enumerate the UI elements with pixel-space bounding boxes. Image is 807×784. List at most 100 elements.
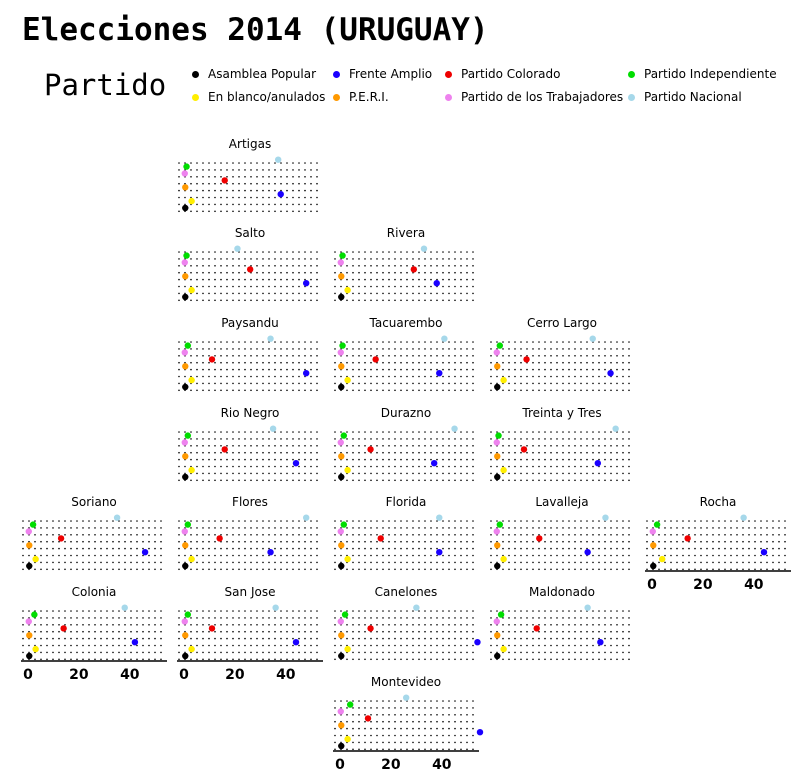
grid-dot: [586, 451, 588, 454]
grid-dot: [184, 341, 186, 343]
grid-dot: [358, 299, 360, 302]
grid-dot: [574, 355, 576, 357]
grid-dot: [232, 617, 234, 619]
grid-dot: [316, 527, 318, 529]
grid-dot: [460, 389, 462, 392]
grid-dot: [610, 368, 612, 371]
grid-dot: [586, 534, 588, 536]
grid-dot: [220, 465, 222, 468]
grid-dot: [262, 265, 264, 267]
data-point: [181, 439, 188, 446]
grid-dot: [520, 445, 522, 447]
grid-dot: [226, 534, 228, 536]
grid-dot: [472, 651, 474, 654]
grid-dot: [760, 554, 762, 557]
grid-dot: [280, 527, 282, 529]
grid-dot: [406, 748, 408, 751]
grid-dot: [604, 389, 606, 392]
grid-dot: [214, 547, 216, 550]
grid-dot: [442, 451, 444, 454]
grid-dot: [460, 361, 462, 364]
grid-dot: [724, 540, 726, 543]
data-point: [364, 715, 372, 722]
grid-dot: [400, 720, 402, 723]
grid-dot: [454, 479, 456, 482]
grid-dot: [358, 741, 360, 744]
grid-dot: [598, 382, 600, 385]
grid-dot: [346, 630, 348, 633]
grid-dot: [274, 465, 276, 468]
grid-dot: [226, 561, 228, 564]
grid-dot: [496, 361, 498, 364]
grid-dot: [346, 458, 348, 461]
grid-dot: [460, 382, 462, 385]
grid-dot: [292, 458, 294, 461]
grid-dot: [616, 651, 618, 654]
grid-dot: [268, 465, 270, 468]
grid-dot: [406, 258, 408, 260]
grid-dot: [436, 568, 438, 571]
grid-dot: [550, 368, 552, 371]
grid-dot: [358, 431, 360, 433]
grid-dot: [196, 389, 198, 392]
grid-dot: [226, 438, 228, 440]
data-point: [500, 645, 507, 653]
grid-dot: [358, 438, 360, 440]
grid-dot: [562, 438, 564, 440]
grid-dot: [76, 617, 78, 619]
grid-dot: [184, 651, 186, 654]
grid-dot: [436, 292, 438, 295]
grid-dot: [310, 251, 312, 253]
grid-dot: [544, 617, 546, 619]
x-tick-label: 0: [335, 757, 345, 773]
grid-dot: [364, 540, 366, 543]
grid-dot: [472, 341, 474, 343]
grid-dot: [442, 368, 444, 371]
grid-dot: [604, 348, 606, 350]
grid-dot: [100, 568, 102, 571]
data-point: [302, 370, 310, 377]
grid-dot: [238, 341, 240, 343]
grid-dot: [292, 355, 294, 357]
grid-dot: [514, 479, 516, 482]
grid-dot: [256, 341, 258, 343]
grid-dot: [466, 355, 468, 357]
grid-dot: [226, 547, 228, 550]
grid-dot: [202, 547, 204, 550]
grid-dot: [286, 438, 288, 440]
grid-dot: [316, 368, 318, 371]
grid-dot: [670, 561, 672, 564]
grid-dot: [436, 520, 438, 522]
grid-dot: [622, 547, 624, 550]
grid-dot: [556, 361, 558, 364]
grid-dot: [154, 630, 156, 633]
grid-dot: [436, 700, 438, 702]
grid-dot: [388, 368, 390, 371]
grid-dot: [250, 561, 252, 564]
grid-dot: [352, 382, 354, 385]
grid-dot: [160, 637, 162, 640]
grid-dot: [250, 651, 252, 654]
grid-dot: [280, 561, 282, 564]
data-point: [338, 542, 345, 549]
grid-dot: [418, 727, 420, 730]
grid-dot: [214, 348, 216, 350]
grid-dot: [556, 527, 558, 529]
grid-dot: [466, 720, 468, 723]
grid-dot: [562, 617, 564, 619]
grid-dot: [370, 547, 372, 550]
grid-dot: [280, 465, 282, 468]
grid-dot: [226, 375, 228, 378]
grid-dot: [610, 479, 612, 482]
grid-dot: [556, 534, 558, 536]
grid-dot: [382, 375, 384, 378]
grid-dot: [280, 610, 282, 612]
grid-dot: [178, 196, 180, 199]
grid-dot: [400, 561, 402, 564]
grid-dot: [274, 196, 276, 199]
grid-dot: [442, 251, 444, 253]
grid-dot: [622, 644, 624, 647]
grid-dot: [310, 458, 312, 461]
grid-dot: [472, 375, 474, 378]
grid-dot: [406, 348, 408, 350]
